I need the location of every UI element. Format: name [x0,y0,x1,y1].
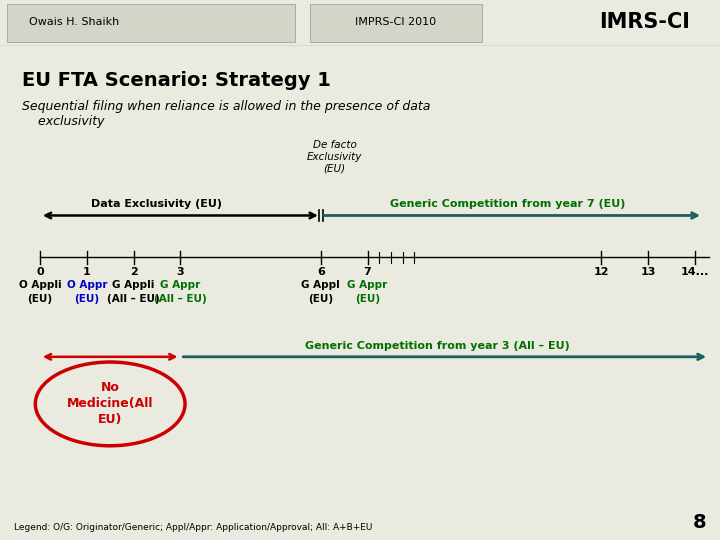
Text: 0: 0 [36,267,44,277]
Text: De facto
Exclusivity
(EU): De facto Exclusivity (EU) [307,140,362,174]
Bar [7,4,295,42]
Text: No
Medicine(All
EU): No Medicine(All EU) [67,381,153,427]
Text: O Appr: O Appr [66,280,107,291]
Text: 1: 1 [83,267,91,277]
Text: 13: 13 [641,267,656,277]
Text: 12: 12 [594,267,609,277]
Text: 2: 2 [130,267,138,277]
Text: G Appr: G Appr [161,280,200,291]
Text: Generic Competition from year 3 (All – EU): Generic Competition from year 3 (All – E… [305,341,570,350]
Text: Legend: O/G: Originator/Generic; Appl/Appr: Application/Approval; All: A+B+EU: Legend: O/G: Originator/Generic; Appl/Ap… [14,523,372,531]
Text: IMRS-CI: IMRS-CI [599,12,690,32]
Text: (EU): (EU) [74,294,99,304]
Text: Sequential filing when reliance is allowed in the presence of data: Sequential filing when reliance is allow… [22,100,431,113]
Text: Data Exclusivity (EU): Data Exclusivity (EU) [91,199,222,209]
Text: G Appr: G Appr [347,280,387,291]
Text: EU FTA Scenario: Strategy 1: EU FTA Scenario: Strategy 1 [22,71,331,90]
Text: 6: 6 [317,267,325,277]
Text: (EU): (EU) [355,294,380,304]
Text: Owais H. Shaikh: Owais H. Shaikh [29,17,119,27]
Bar [310,4,482,42]
Text: (All – EU): (All – EU) [154,294,207,304]
Text: 7: 7 [364,267,372,277]
Text: O Appli: O Appli [19,280,61,291]
Text: Generic Competition from year 7 (EU): Generic Competition from year 7 (EU) [390,199,626,209]
Text: exclusivity: exclusivity [22,115,104,128]
Text: (EU): (EU) [27,294,53,304]
Text: G Appl: G Appl [302,280,340,291]
Text: 3: 3 [176,267,184,277]
Text: (All – EU): (All – EU) [107,294,160,304]
Text: 8: 8 [693,512,706,531]
Text: G Appli: G Appli [112,280,155,291]
Text: 14...: 14... [681,267,709,277]
Text: IMPRS-CI 2010: IMPRS-CI 2010 [356,17,436,27]
Text: (EU): (EU) [308,294,333,304]
